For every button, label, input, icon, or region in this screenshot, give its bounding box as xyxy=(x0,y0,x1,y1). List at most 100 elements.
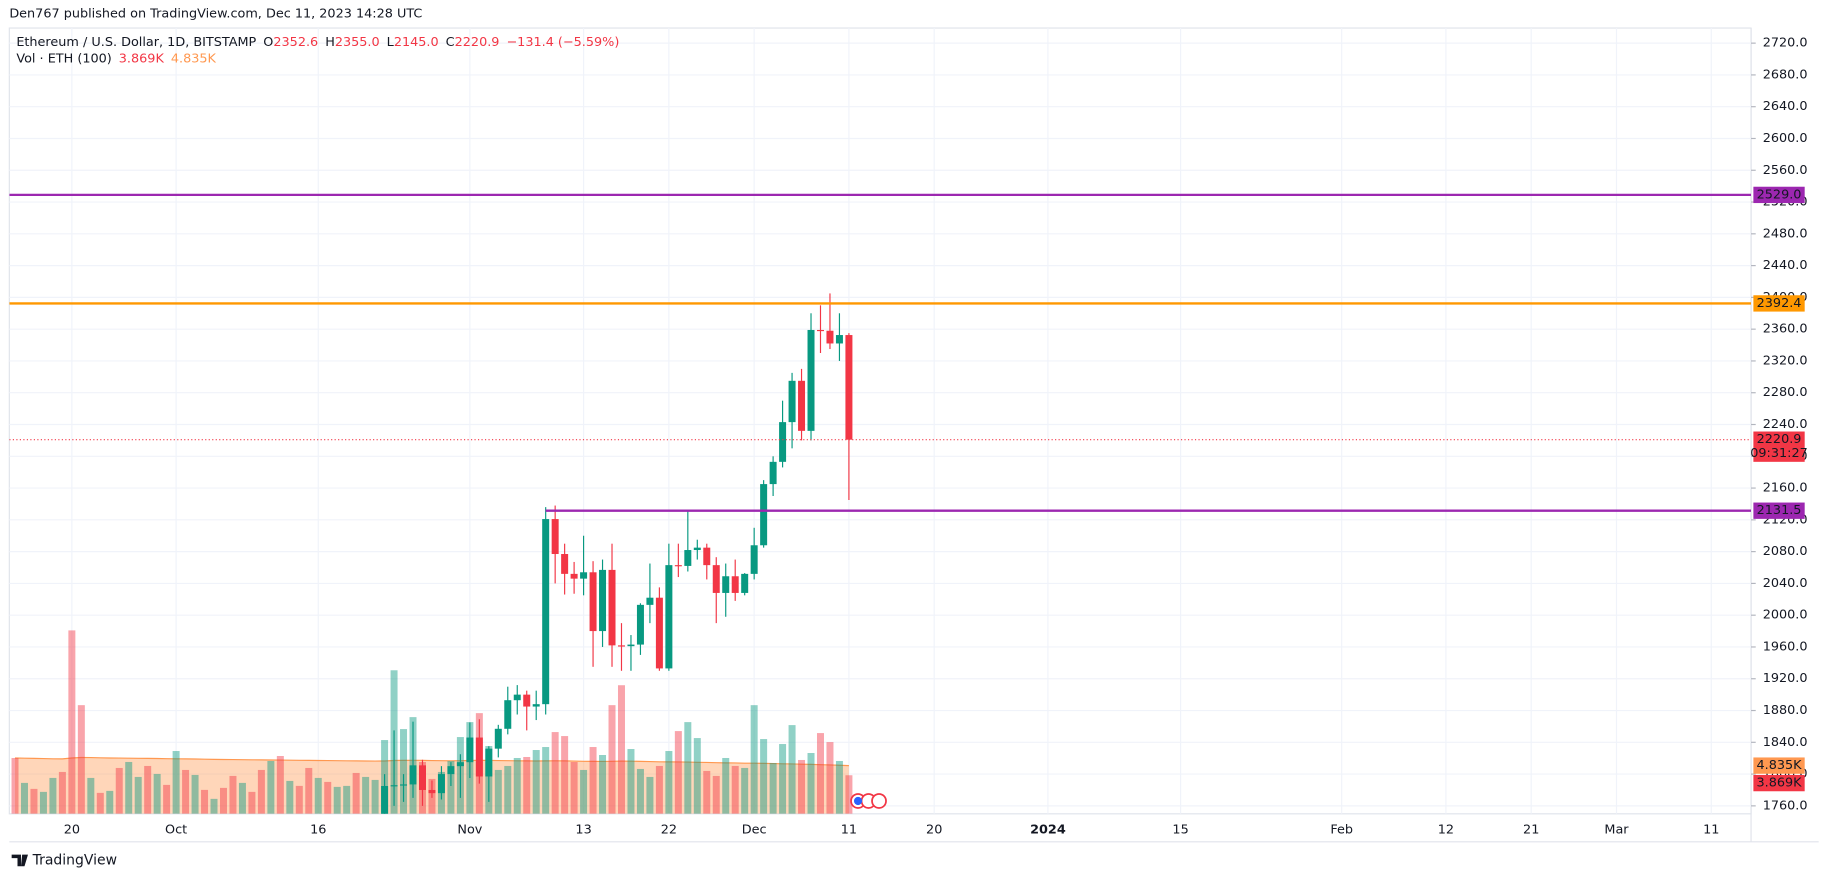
candle-body xyxy=(437,774,445,794)
volume-bar xyxy=(201,789,209,814)
legend: Ethereum / U.S. Dollar, 1D, BITSTAMP O235… xyxy=(16,35,619,50)
y-tick-label: 1760.0 xyxy=(1763,798,1808,813)
x-tick-label: Feb xyxy=(1330,823,1353,838)
x-tick-label: Nov xyxy=(457,823,482,838)
volume-bar xyxy=(343,785,351,814)
candle-body xyxy=(712,565,720,593)
candle-body xyxy=(494,728,502,749)
volume-bar xyxy=(646,776,654,814)
candle-body xyxy=(788,380,796,423)
volume-bar xyxy=(703,770,711,814)
x-tick-label: 13 xyxy=(575,823,591,838)
candle-body xyxy=(447,766,455,775)
y-tick-label: 2480.0 xyxy=(1763,226,1808,241)
candle-body xyxy=(466,737,474,763)
level-label: 2529.0 xyxy=(1757,187,1802,202)
candle-body xyxy=(665,565,673,669)
volume-bar xyxy=(684,722,692,814)
x-tick-label: 16 xyxy=(310,823,326,838)
volume-bar xyxy=(49,777,57,814)
volume-bar xyxy=(788,725,796,814)
grid xyxy=(9,28,1752,814)
candle-body xyxy=(475,737,483,777)
candle-body xyxy=(731,576,739,593)
volume-bar xyxy=(134,776,142,814)
candle-body xyxy=(760,484,768,546)
x-tick-label: 22 xyxy=(661,823,677,838)
candle-body xyxy=(835,335,843,344)
volume-bar xyxy=(779,744,787,814)
candle-body xyxy=(456,762,464,767)
volume-bar xyxy=(219,787,227,814)
level-label-box xyxy=(1753,502,1805,519)
volume-bar xyxy=(58,771,66,814)
candle-body xyxy=(741,573,749,593)
volume-bar xyxy=(513,757,521,814)
volume-bar xyxy=(570,761,578,814)
volume-bar xyxy=(760,739,768,814)
price-axis: 1760.01800.01840.01880.01920.01960.02000… xyxy=(64,36,1808,838)
volume-bar xyxy=(807,753,815,814)
x-tick-label: Oct xyxy=(165,823,187,838)
ohlc-value: 2145.0 xyxy=(394,35,439,50)
x-tick-label: Mar xyxy=(1604,823,1629,838)
volume-bar xyxy=(30,788,38,814)
y-tick-label: 2600.0 xyxy=(1763,131,1808,146)
volume-bar xyxy=(826,742,834,814)
header: Den767 published on TradingView.com, Dec… xyxy=(9,7,422,22)
volume-bar xyxy=(608,705,616,814)
volume-bar xyxy=(210,798,218,814)
volume-legend: Vol · ETH (100) 3.869K 4.835K xyxy=(16,51,216,66)
volume-bar xyxy=(731,765,739,814)
candle-body xyxy=(390,785,398,787)
volume-bar xyxy=(750,705,758,814)
candle-body xyxy=(816,329,824,332)
countdown: 09:31:27 xyxy=(1750,446,1808,461)
volume-bar xyxy=(324,781,332,814)
level-label-box xyxy=(1753,295,1805,312)
candle-body xyxy=(693,547,701,551)
events xyxy=(850,793,887,809)
volume-bar xyxy=(523,756,531,814)
volume-bar xyxy=(769,762,777,814)
volume-bar xyxy=(182,769,190,814)
volume-bar xyxy=(20,782,28,814)
volume-bar xyxy=(352,772,360,814)
candle-body xyxy=(722,576,730,593)
volume-bar xyxy=(276,755,284,814)
x-tick-label: 21 xyxy=(1523,823,1539,838)
candle-body xyxy=(513,694,521,701)
volume-bar xyxy=(532,750,540,814)
candle-body xyxy=(608,569,616,646)
y-tick-label: 2000.0 xyxy=(1763,608,1808,623)
y-tick-label: 2360.0 xyxy=(1763,322,1808,337)
candle-body xyxy=(400,784,408,786)
y-tick-label: 1920.0 xyxy=(1763,671,1808,686)
y-tick-label: 1880.0 xyxy=(1763,703,1808,718)
volume-bar xyxy=(115,767,123,814)
y-tick-label: 2560.0 xyxy=(1763,163,1808,178)
y-tick-label: 2720.0 xyxy=(1763,36,1808,51)
candle-body xyxy=(845,335,853,440)
candle-body xyxy=(523,694,531,707)
y-tick-label: 2240.0 xyxy=(1763,417,1808,432)
volume-ma-line xyxy=(14,756,849,767)
candle-body xyxy=(381,786,389,814)
volume-bar xyxy=(87,777,95,814)
y-tick-label: 2440.0 xyxy=(1763,258,1808,273)
y-tick-label: 2320.0 xyxy=(1763,353,1808,368)
volume-bar xyxy=(636,768,644,814)
ohlc-key: H xyxy=(325,35,335,50)
volume-label-box xyxy=(1753,774,1805,792)
x-tick-label: 15 xyxy=(1172,823,1188,838)
candle-body xyxy=(617,645,625,647)
volume-bar xyxy=(362,776,370,814)
level-label: 2131.5 xyxy=(1757,503,1802,518)
volume-bar xyxy=(172,751,180,814)
volume-bar xyxy=(77,705,85,814)
volume-bar xyxy=(286,780,294,814)
volume-bar xyxy=(400,729,408,814)
y-tick-label: 2160.0 xyxy=(1763,481,1808,496)
